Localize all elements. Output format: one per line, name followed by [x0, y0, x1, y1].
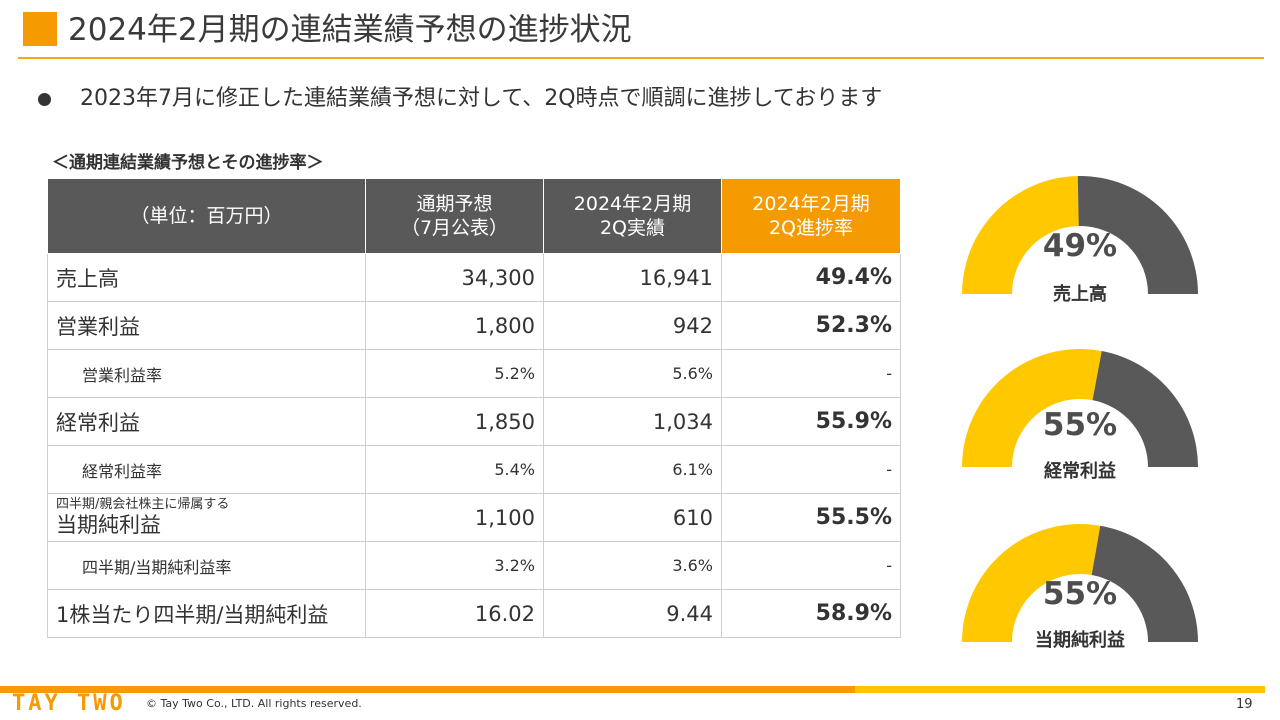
row-rate: - [721, 541, 901, 590]
gauge-sales: 49% 売上高 [955, 172, 1205, 322]
row-forecast: 5.2% [365, 349, 544, 398]
row-label: 経常利益率 [47, 445, 366, 494]
row-label: 売上高 [47, 253, 366, 302]
row-rate: - [721, 445, 901, 494]
row-label: 1株当たり四半期/当期純利益 [47, 589, 366, 638]
row-actual: 610 [543, 493, 722, 542]
title-divider [18, 57, 1264, 59]
table-row: 経常利益 1,850 1,034 55.9% [47, 397, 901, 446]
gauge-ordinary-profit-label: 経常利益 [1044, 461, 1116, 482]
gauge-sales-arc [962, 175, 1198, 294]
gauge-net-income-remaining-arc [1091, 525, 1198, 642]
row-label: 経常利益 [47, 397, 366, 446]
row-actual: 5.6% [543, 349, 722, 398]
row-label-prefix: 四半期/親会社株主に帰属する [56, 497, 230, 512]
row-label-main: 当期純利益 [56, 513, 161, 537]
page-number: 19 [1236, 697, 1253, 712]
row-forecast: 1,100 [365, 493, 544, 542]
gauge-ordinary-profit: 55% 経常利益 [955, 345, 1205, 495]
row-forecast: 16.02 [365, 589, 544, 638]
row-actual: 942 [543, 301, 722, 350]
row-actual: 1,034 [543, 397, 722, 446]
gauge-sales-remaining-arc [1077, 175, 1198, 294]
row-label: 四半期/当期純利益率 [47, 541, 366, 590]
table-row: 四半期/親会社株主に帰属する 当期純利益 1,100 610 55.5% [47, 493, 901, 542]
gauge-sales-progress-arc [962, 176, 1079, 294]
row-rate: 55.5% [721, 493, 901, 542]
copyright-text: © Tay Two Co., LTD. All rights reserved. [146, 697, 362, 710]
header-actual-line1: 2024年2月期 [573, 193, 692, 215]
gauge-sales-label: 売上高 [1053, 284, 1107, 305]
table-row: 営業利益率 5.2% 5.6% - [47, 349, 901, 398]
header-rate-line2: 2Q進捗率 [768, 217, 854, 239]
gauge-net-income-arc [962, 524, 1198, 642]
header-rate-line1: 2024年2月期 [752, 193, 870, 215]
gauge-ordinary-profit-percent: 55% [1042, 407, 1118, 443]
row-forecast: 1,850 [365, 397, 544, 446]
row-rate: 58.9% [721, 589, 901, 638]
header-forecast-line1: 通期予想 [416, 193, 493, 215]
row-forecast: 1,800 [365, 301, 544, 350]
row-rate: - [721, 349, 901, 398]
header-forecast: 通期予想 （7月公表） [365, 178, 544, 254]
header-actual-line2: 2Q実績 [599, 217, 666, 239]
lead-text: 2023年7月に修正した連結業績予想に対して、2Q時点で順調に進捗しております [80, 86, 883, 111]
gauge-net-income-label: 当期純利益 [1035, 630, 1125, 651]
row-label: 営業利益 [47, 301, 366, 350]
table-row: 営業利益 1,800 942 52.3% [47, 301, 901, 350]
gauge-net-income: 55% 当期純利益 [955, 520, 1205, 670]
table-header-row: （単位：百万円） 通期予想 （7月公表） 2024年2月期 2Q実績 2024年… [47, 178, 901, 254]
title-marker [23, 12, 57, 46]
table-row: 経常利益率 5.4% 6.1% - [47, 445, 901, 494]
bullet-icon [38, 93, 51, 106]
row-label: 四半期/親会社株主に帰属する 当期純利益 [47, 493, 366, 542]
header-rate: 2024年2月期 2Q進捗率 [721, 178, 901, 254]
page-title: 2024年2月期の連結業績予想の進捗状況 [68, 12, 632, 48]
gauge-net-income-percent: 55% [1042, 576, 1118, 612]
row-forecast: 5.4% [365, 445, 544, 494]
table-row: 売上高 34,300 16,941 49.4% [47, 253, 901, 302]
header-actual: 2024年2月期 2Q実績 [543, 178, 722, 254]
table-row: 1株当たり四半期/当期純利益 16.02 9.44 58.9% [47, 589, 901, 638]
row-rate: 49.4% [721, 253, 901, 302]
company-logo: TAY TWO [12, 691, 126, 716]
row-actual: 16,941 [543, 253, 722, 302]
row-label: 営業利益率 [47, 349, 366, 398]
row-actual: 6.1% [543, 445, 722, 494]
gauge-ordinary-profit-progress-arc [962, 348, 1102, 467]
footer-bar-orange [0, 686, 855, 693]
gauge-net-income-progress-arc [962, 524, 1101, 642]
row-actual: 3.6% [543, 541, 722, 590]
header-unit: （単位：百万円） [47, 178, 366, 254]
header-forecast-line2: （7月公表） [400, 217, 509, 239]
footer-bar-yellow [855, 686, 1265, 693]
gauge-sales-percent: 49% [1042, 228, 1118, 264]
table-caption: ＜通期連結業績予想とその進捗率＞ [52, 153, 324, 173]
results-table: （単位：百万円） 通期予想 （7月公表） 2024年2月期 2Q実績 2024年… [47, 178, 901, 638]
row-forecast: 3.2% [365, 541, 544, 590]
row-forecast: 34,300 [365, 253, 544, 302]
row-actual: 9.44 [543, 589, 722, 638]
gauge-ordinary-profit-remaining-arc [1092, 351, 1198, 467]
row-rate: 55.9% [721, 397, 901, 446]
gauge-ordinary-profit-arc [962, 348, 1198, 467]
table-row: 四半期/当期純利益率 3.2% 3.6% - [47, 541, 901, 590]
row-rate: 52.3% [721, 301, 901, 350]
